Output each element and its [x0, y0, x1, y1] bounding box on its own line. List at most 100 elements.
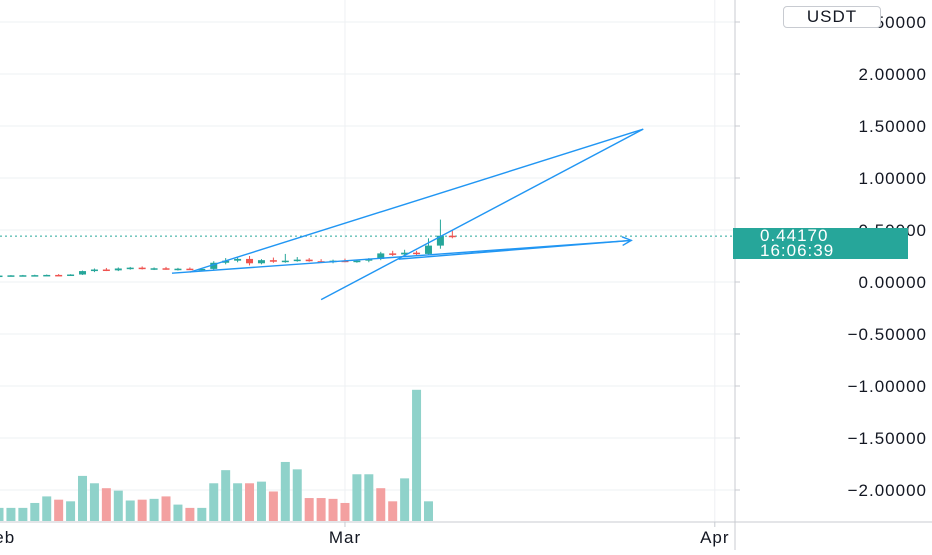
- price-tick-label: −1.50000: [848, 429, 927, 448]
- candle-body: [19, 275, 27, 277]
- volume-bar: [340, 502, 350, 521]
- candle-body: [234, 258, 242, 261]
- candle-body: [55, 274, 63, 277]
- candle-body: [413, 252, 421, 255]
- candles: [0, 219, 456, 278]
- candle-body: [222, 260, 230, 263]
- volume-bar: [66, 501, 76, 521]
- candle: [246, 256, 254, 266]
- candle: [126, 266, 134, 270]
- trend-arrow[interactable]: [398, 236, 633, 260]
- price-tick-label: −2.00000: [848, 481, 927, 500]
- candle: [234, 257, 242, 263]
- candle-body: [114, 268, 122, 271]
- candle-body: [293, 259, 301, 262]
- candle-body: [424, 245, 432, 254]
- candle-body: [150, 268, 158, 270]
- volume-bar: [268, 491, 278, 521]
- candle-body: [126, 267, 134, 270]
- volume-bar: [185, 507, 195, 521]
- candle-body: [7, 275, 15, 277]
- price-tick-label: 1.00000: [859, 169, 927, 188]
- candle: [389, 250, 397, 256]
- volume-bar: [304, 498, 314, 521]
- volume-bar: [364, 474, 374, 521]
- volume-bar: [113, 490, 123, 521]
- volume-bar: [328, 498, 338, 521]
- trendline-drawings[interactable]: [171, 128, 644, 301]
- trend-line-segment: [398, 239, 632, 260]
- volume-bar: [6, 507, 16, 521]
- candle-body: [281, 260, 289, 263]
- volume-bar: [316, 498, 326, 521]
- volume-bar: [233, 483, 243, 521]
- candle: [138, 266, 146, 270]
- candle-body: [436, 235, 444, 246]
- candle-body: [305, 259, 313, 262]
- candle: [90, 268, 98, 273]
- candle: [257, 259, 265, 265]
- price-tick-label: 0.00000: [859, 273, 927, 292]
- arrow-head: [621, 236, 633, 247]
- volume-bar: [42, 496, 52, 521]
- volume-bar: [197, 507, 207, 521]
- bar-countdown: 16:06:39: [760, 241, 835, 260]
- price-tick-label: 1.50000: [859, 117, 927, 136]
- volume-bar: [221, 470, 231, 521]
- candle: [7, 275, 15, 277]
- price-tick-label: −0.50000: [848, 325, 927, 344]
- grid: [0, 0, 735, 522]
- candle-body: [198, 268, 206, 271]
- volume-bar: [125, 500, 135, 521]
- last-price-value: 0.44170: [760, 226, 829, 245]
- currency-badge[interactable]: USDT: [783, 6, 881, 28]
- candle: [174, 267, 182, 271]
- candle: [293, 257, 301, 262]
- candle-body: [90, 269, 98, 272]
- candle-body: [0, 275, 3, 278]
- candle: [210, 261, 218, 270]
- volume-bar: [352, 474, 362, 521]
- currency-label: USDT: [806, 7, 858, 26]
- candle: [43, 274, 51, 277]
- candle-body: [102, 269, 110, 272]
- candle-body: [79, 271, 87, 275]
- volume-bar: [54, 499, 64, 521]
- candle-body: [162, 268, 170, 270]
- volume-bar: [0, 507, 4, 521]
- price-tick-label: 2.00000: [859, 65, 927, 84]
- candle-body: [186, 268, 194, 271]
- candle: [67, 274, 75, 277]
- volume-bar: [412, 389, 422, 521]
- volume-bar: [292, 469, 302, 521]
- volume-bar: [89, 483, 99, 521]
- candle-body: [67, 274, 75, 277]
- price-tick-label: −1.00000: [848, 377, 927, 396]
- volume-bar: [173, 504, 183, 521]
- candle: [31, 274, 39, 277]
- volume-bar: [400, 478, 410, 521]
- trend-line[interactable]: [320, 128, 644, 301]
- trend-line-segment: [189, 128, 644, 273]
- volume-bar: [280, 461, 290, 521]
- candle: [162, 266, 170, 270]
- volume-bar: [78, 475, 88, 521]
- candle: [150, 267, 158, 271]
- candle-body: [401, 252, 409, 255]
- candle-body: [174, 268, 182, 271]
- candle-body: [246, 258, 254, 264]
- candle-body: [377, 253, 385, 259]
- volume-bar: [423, 501, 433, 521]
- volume-bar: [376, 488, 386, 521]
- trend-line[interactable]: [189, 128, 644, 273]
- candle: [186, 267, 194, 271]
- candle-body: [31, 275, 39, 277]
- trend-line-segment: [320, 128, 644, 301]
- volume-bar: [256, 481, 266, 521]
- volume-bar: [149, 498, 159, 521]
- candle-body: [448, 235, 456, 238]
- candle-body: [269, 260, 277, 262]
